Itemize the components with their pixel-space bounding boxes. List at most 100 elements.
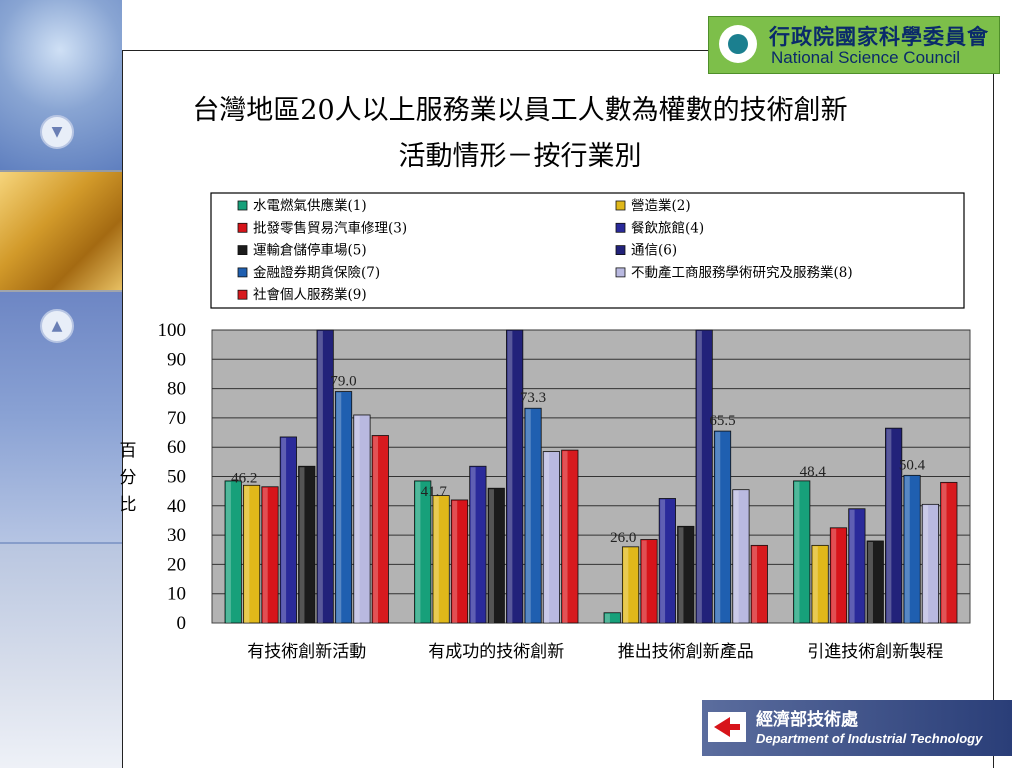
moea-logo-mark-icon — [708, 712, 746, 742]
legend-label: 通信(6) — [631, 243, 677, 259]
value-label: 65.5 — [709, 413, 735, 429]
y-axis-ticks: 0 10 20 30 40 50 60 70 80 90 100 — [158, 320, 187, 634]
bar — [848, 508, 866, 624]
bar — [677, 525, 695, 624]
bar-highlight — [507, 331, 513, 623]
value-label: 73.3 — [520, 390, 546, 406]
bar-highlight — [696, 331, 702, 623]
bar — [542, 451, 561, 624]
bar — [921, 503, 940, 624]
bar — [603, 612, 621, 624]
bar — [866, 540, 884, 624]
y-axis-label-char: 分 — [120, 468, 137, 488]
bar-highlight — [623, 547, 629, 623]
bar-highlight — [715, 432, 721, 623]
bar-highlight — [752, 546, 758, 623]
scroll-down-icon[interactable]: ▼ — [40, 115, 74, 149]
bar — [242, 484, 261, 624]
bar — [316, 329, 334, 624]
slide-title-line2: 活動情形－按行業別 — [398, 141, 642, 172]
bar — [524, 407, 542, 624]
nsc-logo-mark-inner-icon — [728, 34, 748, 54]
bar — [885, 427, 903, 624]
bar-highlight — [281, 437, 287, 623]
y-tick-label: 100 — [158, 320, 187, 341]
x-axis-labels: 有技術創新活動 有成功的技術創新 推出技術創新產品 引進技術創新製程 — [247, 642, 943, 662]
y-tick-label: 80 — [167, 379, 186, 400]
bar — [224, 480, 242, 624]
slide-title-line1: 台灣地區20人以上服務業以員工人數為權數的技術創新 — [192, 95, 848, 126]
bar-highlight — [336, 392, 342, 623]
bar-highlight — [452, 500, 458, 623]
y-tick-label: 30 — [167, 525, 186, 546]
bar-highlight — [794, 481, 800, 623]
bar-highlight — [489, 489, 494, 623]
bar — [432, 495, 450, 624]
bar — [279, 436, 297, 624]
legend-label: 運輸倉儲停車場(5) — [253, 242, 367, 259]
bar-highlight — [525, 409, 531, 623]
bar-highlight — [317, 331, 323, 623]
bar — [903, 474, 921, 624]
y-tick-label: 10 — [167, 584, 186, 605]
decorative-side-panel: ▼ ▲ — [0, 0, 122, 768]
legend-swatch — [615, 267, 626, 278]
bar — [829, 527, 848, 624]
y-tick-label: 50 — [167, 467, 186, 488]
slide-title: 台灣地區20人以上服務業以員工人數為權數的技術創新 活動情形－按行業別 — [100, 88, 940, 180]
category-total-label: 46.2 — [231, 471, 257, 487]
bar — [940, 481, 958, 624]
y-tick-label: 20 — [167, 554, 186, 575]
bar — [561, 449, 579, 624]
bar — [695, 329, 713, 624]
scroll-up-icon[interactable]: ▲ — [40, 309, 74, 343]
nsc-logo-english: National Science Council — [771, 48, 960, 67]
side-panel-keyboard-image — [0, 544, 122, 768]
bar-highlight — [733, 490, 739, 623]
bar-highlight — [244, 486, 250, 623]
legend-label: 社會個人服務業(9) — [253, 287, 367, 303]
category-total-label: 26.0 — [610, 530, 636, 546]
bar — [750, 544, 768, 624]
bar — [640, 539, 658, 624]
bar — [713, 430, 732, 624]
bar — [811, 544, 829, 624]
bar — [469, 465, 487, 624]
legend: 水電燃氣供應業(1) 營造業(2) 批發零售貿易汽車修理(3) 餐飲旅館(4) 運輸倉儲… — [237, 197, 853, 303]
bars — [224, 329, 958, 624]
bar — [793, 480, 811, 624]
legend-label: 營造業(2) — [631, 198, 691, 214]
legend-box — [210, 192, 965, 309]
value-label: 79.0 — [330, 374, 356, 390]
legend-label: 批發零售貿易汽車修理(3) — [253, 220, 407, 236]
x-category-label: 推出技術創新產品 — [618, 642, 754, 662]
bar-highlight — [831, 528, 837, 623]
bar — [732, 489, 750, 624]
x-category-label: 有成功的技術創新 — [428, 642, 564, 662]
bar-highlight — [886, 429, 892, 623]
x-category-label: 有技術創新活動 — [247, 642, 366, 662]
bar-highlight — [641, 540, 647, 623]
legend-swatch — [237, 289, 248, 300]
y-tick-label: 60 — [167, 437, 186, 458]
bar-highlight — [868, 541, 873, 623]
moea-logo-english: Department of Industrial Technology — [756, 731, 983, 746]
bar — [334, 391, 353, 624]
bar-highlight — [470, 467, 476, 623]
bar — [450, 499, 469, 624]
moea-logo: 經濟部技術處 Department of Industrial Technolo… — [702, 700, 1012, 756]
legend-swatch — [615, 222, 626, 233]
bar-highlight — [354, 415, 360, 623]
bar-highlight — [262, 487, 268, 623]
y-tick-label: 40 — [167, 496, 186, 517]
legend-label: 餐飲旅館(4) — [631, 220, 704, 236]
slide-frame — [122, 50, 994, 768]
bar — [506, 329, 524, 624]
bar-highlight — [605, 613, 610, 623]
x-category-label: 引進技術創新製程 — [807, 642, 943, 662]
bar — [621, 546, 640, 624]
bar-highlight — [373, 436, 379, 623]
legend-swatch — [237, 267, 248, 278]
bar-highlight — [433, 496, 439, 623]
legend-swatch — [237, 245, 248, 256]
